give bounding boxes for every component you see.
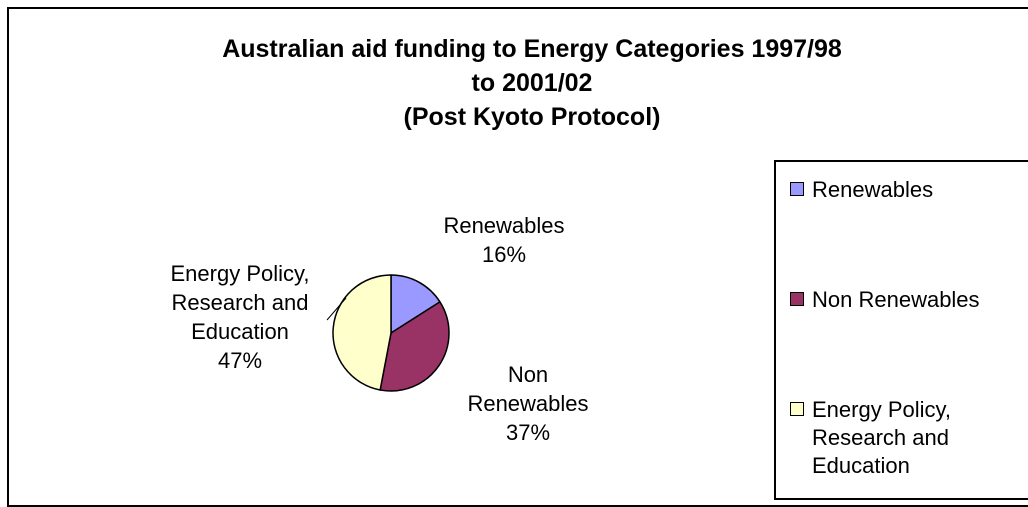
slice-label-energy-policy-line-3: Education [191, 319, 289, 344]
legend-swatch-energy-policy [790, 402, 804, 416]
slice-label-non-renewables-value: 37% [505, 420, 551, 445]
pie-chart [326, 274, 450, 392]
legend-swatch-non-renewables [790, 292, 804, 306]
slice-label-energy-policy-line-1: Energy Policy, [170, 261, 310, 286]
legend-item-renewables: Renewables [790, 176, 933, 204]
slice-label-renewables-name: Renewables [443, 213, 565, 238]
slice-label-energy-policy-line-2: Research and [171, 290, 309, 315]
slice-label-renewables: Renewables 16% [426, 211, 582, 269]
chart-title-line-2: to 2001/02 [471, 69, 593, 97]
chart-title-line-3: (Post Kyoto Protocol) [403, 103, 661, 131]
leader-line-energy-policy [326, 297, 347, 321]
legend-label-non-renewables: Non Renewables [812, 287, 980, 312]
pie-slice-non-renewables [379, 301, 450, 392]
chart-title: Australian aid funding to Energy Categor… [0, 32, 1028, 134]
pie-slice-renewables [390, 274, 441, 334]
slice-label-renewables-value: 16% [481, 242, 527, 267]
slice-label-non-renewables-line-1: Non [507, 362, 549, 387]
chart-title-line-1: Australian aid funding to Energy Categor… [222, 35, 842, 63]
legend-item-energy-policy: Energy Policy, Research and Education [790, 396, 951, 480]
legend-item-non-renewables: Non Renewables [790, 286, 980, 314]
slice-label-energy-policy-value: 47% [217, 348, 263, 373]
legend-label-energy-policy: Energy Policy, Research and Education [812, 397, 951, 478]
pie-slice-energy-policy [332, 274, 392, 391]
slice-label-non-renewables: Non Renewables 37% [458, 360, 598, 447]
legend-swatch-renewables [790, 182, 804, 196]
legend: Renewables Non Renewables Energy Policy,… [774, 160, 1028, 500]
legend-label-renewables: Renewables [812, 177, 934, 202]
slice-label-non-renewables-line-2: Renewables [467, 391, 589, 416]
slice-label-energy-policy: Energy Policy, Research and Education 47… [142, 259, 338, 375]
